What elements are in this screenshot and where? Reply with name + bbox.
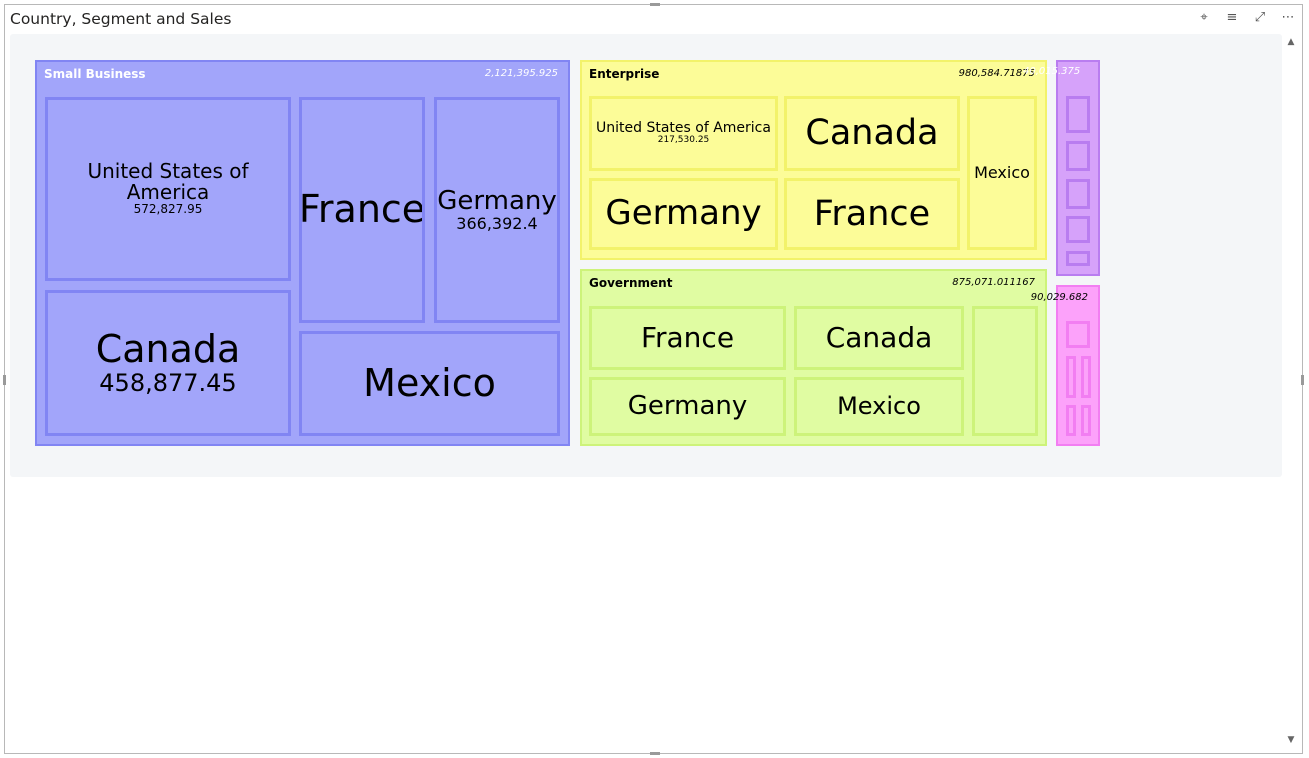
treemap-cell-segment-5-item-1[interactable]	[1066, 321, 1090, 348]
filter-icon[interactable]: ≡	[1226, 9, 1238, 25]
treemap-cell-label: Germany	[437, 185, 557, 216]
treemap-cell-enterprise-mexico[interactable]: Mexico	[967, 96, 1037, 250]
treemap-group-label: Small Business	[44, 67, 146, 81]
treemap-cell-segment-4-item-1[interactable]	[1066, 96, 1090, 133]
treemap-plot-area: Small Business 2,121,395.925 United States…	[10, 34, 1282, 477]
treemap-group-label: Government	[589, 276, 673, 290]
more-options-icon[interactable]: ⋯	[1281, 9, 1295, 25]
treemap-cell-label: Germany	[627, 390, 748, 421]
treemap-cell-enterprise-canada[interactable]: Canada	[784, 96, 960, 171]
resize-handle-bottom[interactable]	[650, 752, 660, 755]
treemap-group-label: Enterprise	[589, 67, 660, 81]
treemap-cell-segment-4-item-4[interactable]	[1066, 216, 1090, 243]
treemap-cell-label: Canada	[95, 326, 241, 371]
treemap-group-value: 875,071.011167	[952, 277, 1035, 288]
treemap-cell-enterprise-germany[interactable]: Germany	[589, 178, 778, 250]
pin-icon[interactable]: ⌖	[1200, 9, 1208, 25]
treemap-cell-label: France	[299, 187, 425, 232]
resize-handle-top[interactable]	[650, 3, 660, 6]
treemap-cell-enterprise-united-states-of-america[interactable]: United States of America 217,530.25	[589, 96, 778, 171]
treemap-cell-label: United States of America	[596, 120, 771, 137]
treemap-cell-label: Mexico	[974, 162, 1030, 182]
treemap-cell-government-germany[interactable]: Germany	[589, 377, 786, 436]
treemap-cell-enterprise-france[interactable]: France	[784, 178, 960, 250]
treemap-cell-segment-4-item-3[interactable]	[1066, 179, 1090, 209]
treemap-cell-small-business-mexico[interactable]: Mexico	[299, 331, 560, 436]
treemap-cell-value: 366,392.4	[456, 213, 538, 233]
visual-header-icons: ⌖ ≡ ⤢ ⋯	[1195, 8, 1297, 26]
treemap-group-value: 980,584.71875	[958, 68, 1035, 79]
scroll-down-icon[interactable]: ▼	[1287, 735, 1295, 745]
treemap-cell-label: Canada	[825, 321, 933, 355]
resize-handle-right[interactable]	[1301, 375, 1304, 385]
focus-mode-icon[interactable]: ⤢	[1254, 9, 1266, 25]
treemap-cell-small-business-france[interactable]: France	[299, 97, 425, 323]
treemap-cell-government-canada[interactable]: Canada	[794, 306, 964, 370]
treemap-cell-label: France	[813, 193, 931, 234]
treemap-cell-government-item-5[interactable]	[972, 306, 1038, 436]
visual-title: Country, Segment and Sales	[10, 10, 232, 28]
treemap-group-segment-5[interactable]: 90,029.682	[1031, 285, 1100, 446]
treemap-group-value: 90,029.682	[1030, 292, 1088, 303]
treemap-cell-government-france[interactable]: France	[589, 306, 786, 370]
vertical-scrollbar[interactable]: ▲ ▼	[1284, 34, 1298, 750]
treemap-cell-label: Mexico	[837, 391, 921, 420]
treemap-cell-small-business-united-states-of-america[interactable]: United States of America 572,827.95	[45, 97, 291, 281]
treemap-cell-segment-5-item-5[interactable]	[1081, 405, 1091, 436]
scroll-up-icon[interactable]: ▲	[1287, 37, 1295, 47]
resize-handle-left[interactable]	[3, 375, 6, 385]
treemap-cell-segment-5-item-2[interactable]	[1066, 356, 1076, 398]
treemap-cell-small-business-germany[interactable]: Germany 366,392.4	[434, 97, 560, 323]
treemap-cell-segment-5-item-4[interactable]	[1066, 405, 1076, 436]
treemap-group-value: 2,121,395.925	[484, 68, 558, 79]
treemap-cell-small-business-canada[interactable]: Canada 458,877.45	[45, 290, 291, 436]
treemap-cell-segment-4-item-5[interactable]	[1066, 251, 1090, 266]
treemap-cell-value: 458,877.45	[99, 368, 237, 397]
treemap-cell-segment-5-item-3[interactable]	[1081, 356, 1091, 398]
treemap-cell-value: 572,827.95	[133, 202, 203, 217]
treemap-cell-government-mexico[interactable]: Mexico	[794, 377, 964, 436]
treemap-cell-label: Canada	[805, 113, 939, 154]
treemap-group-value-overlap: 40,015.375	[1023, 66, 1081, 77]
treemap-cell-label: France	[640, 321, 735, 355]
treemap-cell-label: Germany	[605, 193, 762, 234]
treemap-cell-label: United States of America	[87, 159, 249, 205]
treemap-cell-value: 217,530.25	[657, 134, 710, 145]
treemap-cell-segment-4-item-2[interactable]	[1066, 141, 1090, 171]
treemap-cell-label: Mexico	[363, 360, 496, 405]
